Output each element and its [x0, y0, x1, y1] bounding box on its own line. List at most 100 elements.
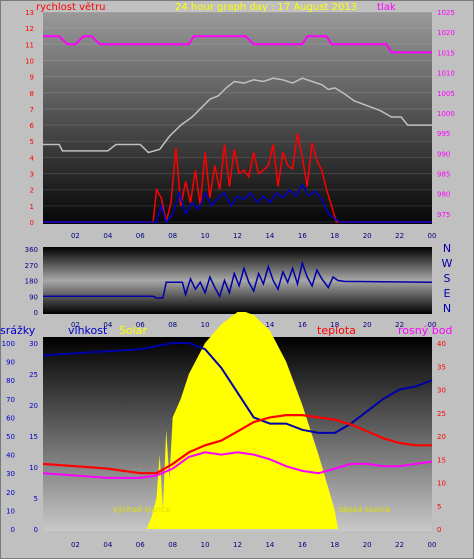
- pressure-tick: 1000: [437, 110, 455, 118]
- wind-speed-tick: 0: [30, 219, 34, 227]
- x-tick-label: 00: [428, 321, 437, 329]
- temperature-tick: 30: [437, 387, 446, 395]
- x-tick-label: 02: [71, 232, 80, 240]
- humidity-tick: 10: [29, 464, 38, 472]
- wind-axis-title: rychlost větru: [36, 1, 106, 13]
- wind-speed-tick: 1: [30, 203, 34, 211]
- pressure-tick: 975: [437, 211, 450, 219]
- wind-speed-tick: 11: [25, 41, 34, 49]
- wind-speed-tick: 13: [25, 9, 34, 17]
- x-tick-label: 20: [363, 321, 372, 329]
- pressure-tick: 1020: [437, 29, 455, 37]
- x-tick-label: 16: [298, 321, 307, 329]
- solar-area: [146, 312, 338, 529]
- x-tick-label: 22: [395, 541, 404, 549]
- x-tick-label: 20: [363, 541, 372, 549]
- temperature-tick: 15: [437, 456, 446, 464]
- x-tick-label: 10: [201, 541, 210, 549]
- panel2-series: [43, 260, 433, 299]
- solar-axis-title: Solar: [119, 324, 148, 337]
- rain-tick: 70: [6, 396, 15, 404]
- direction-tick: 180: [25, 278, 38, 286]
- x-tick-label: 18: [330, 541, 339, 549]
- wind-gust-line: [43, 133, 432, 223]
- rain-tick: 90: [6, 359, 15, 367]
- x-tick-label: 10: [201, 321, 210, 329]
- wind-direction-line: [43, 260, 433, 299]
- rain-tick: 0: [11, 526, 15, 534]
- pressure-ticks: 975 980 985 990 995 1000 1005 1010 1015 1020 1025: [437, 9, 455, 219]
- direction-tick: 90: [29, 293, 38, 301]
- x-tick-label: 16: [298, 232, 307, 240]
- x-tick-label: 02: [71, 321, 80, 329]
- x-tick-label: 20: [363, 232, 372, 240]
- pressure-tick: 980: [437, 191, 450, 199]
- pressure-tick: 985: [437, 171, 450, 179]
- wind-speed-tick: 4: [30, 154, 35, 162]
- wind-speed-tick: 12: [25, 25, 34, 33]
- panel3-x-ticks: 02 04 06 08 10 12 14 16 18 20 22 00: [71, 541, 437, 549]
- temperature-tick: 35: [437, 363, 446, 371]
- x-tick-label: 04: [103, 232, 112, 240]
- x-tick-label: 10: [201, 232, 210, 240]
- humidity-line: [42, 342, 433, 434]
- rain-tick: 30: [6, 470, 15, 478]
- wind-speed-tick: 6: [30, 122, 35, 130]
- humidity-tick: 25: [29, 371, 38, 379]
- temperature-tick: 25: [437, 410, 446, 418]
- pressure-tick: 990: [437, 150, 450, 158]
- wind-speed-tick: 8: [30, 90, 34, 98]
- direction-tick: 270: [25, 262, 38, 270]
- humidity-tick: 15: [29, 433, 38, 441]
- x-tick-label: 12: [233, 232, 242, 240]
- humidity-tick: 5: [34, 495, 38, 503]
- humidity-axis-title: vlhkost: [68, 324, 108, 337]
- temperature-tick: 10: [437, 480, 446, 488]
- sunrise-label: východ slunce: [113, 505, 170, 514]
- temperature-tick: 20: [437, 433, 446, 441]
- chart-title: 24 hour graph day : 17 August 2013: [175, 2, 357, 13]
- rain-axis-title: srážky: [0, 324, 36, 337]
- pressure-tick: 995: [437, 130, 450, 138]
- x-tick-label: 08: [168, 232, 177, 240]
- humidity-tick: 30: [29, 340, 38, 348]
- x-tick-label: 00: [428, 541, 437, 549]
- humidity-ticks: 0 5 10 15 20 25 30: [29, 340, 38, 534]
- wind-pressure-plot-area: [43, 12, 432, 224]
- direction-tick: 0: [34, 309, 38, 317]
- compass-letter: N: [443, 242, 451, 255]
- wind-speed-tick: 5: [30, 138, 34, 146]
- panel1-series: [43, 11, 432, 224]
- x-tick-label: 04: [103, 321, 112, 329]
- pressure-tick: 1025: [437, 9, 455, 17]
- x-tick-label: 16: [298, 541, 307, 549]
- pressure-line: [43, 35, 432, 54]
- x-tick-label: 06: [136, 541, 145, 549]
- x-tick-label: 04: [103, 541, 112, 549]
- x-tick-label: 14: [265, 232, 274, 240]
- humidity-tick: 20: [29, 402, 38, 410]
- x-tick-label: 02: [71, 541, 80, 549]
- x-tick-label: 22: [395, 321, 404, 329]
- compass-letter: S: [444, 272, 451, 285]
- wind-speed-tick: 3: [30, 171, 34, 179]
- temperature-tick: 5: [437, 503, 441, 511]
- rain-tick: 100: [2, 340, 15, 348]
- rain-ticks: 0 10 20 30 40 50 60 70 80 90 100: [2, 340, 15, 534]
- wind-speed-tick: 7: [30, 106, 34, 114]
- x-tick-label: 08: [168, 541, 177, 549]
- x-tick-label: 06: [136, 321, 145, 329]
- x-tick-label: 12: [233, 541, 242, 549]
- rain-tick: 20: [6, 489, 15, 497]
- rain-tick: 40: [6, 452, 15, 460]
- x-tick-label: 14: [265, 541, 274, 549]
- x-tick-label: 00: [428, 232, 437, 240]
- wind-speed-tick: 9: [30, 74, 34, 82]
- pressure-tick: 1010: [437, 70, 455, 78]
- temperature-axis-title: teplota: [317, 324, 356, 337]
- wind-direction-avg-line: [43, 77, 432, 154]
- x-tick-label: 08: [168, 321, 177, 329]
- wind-speed-tick: 10: [25, 57, 34, 65]
